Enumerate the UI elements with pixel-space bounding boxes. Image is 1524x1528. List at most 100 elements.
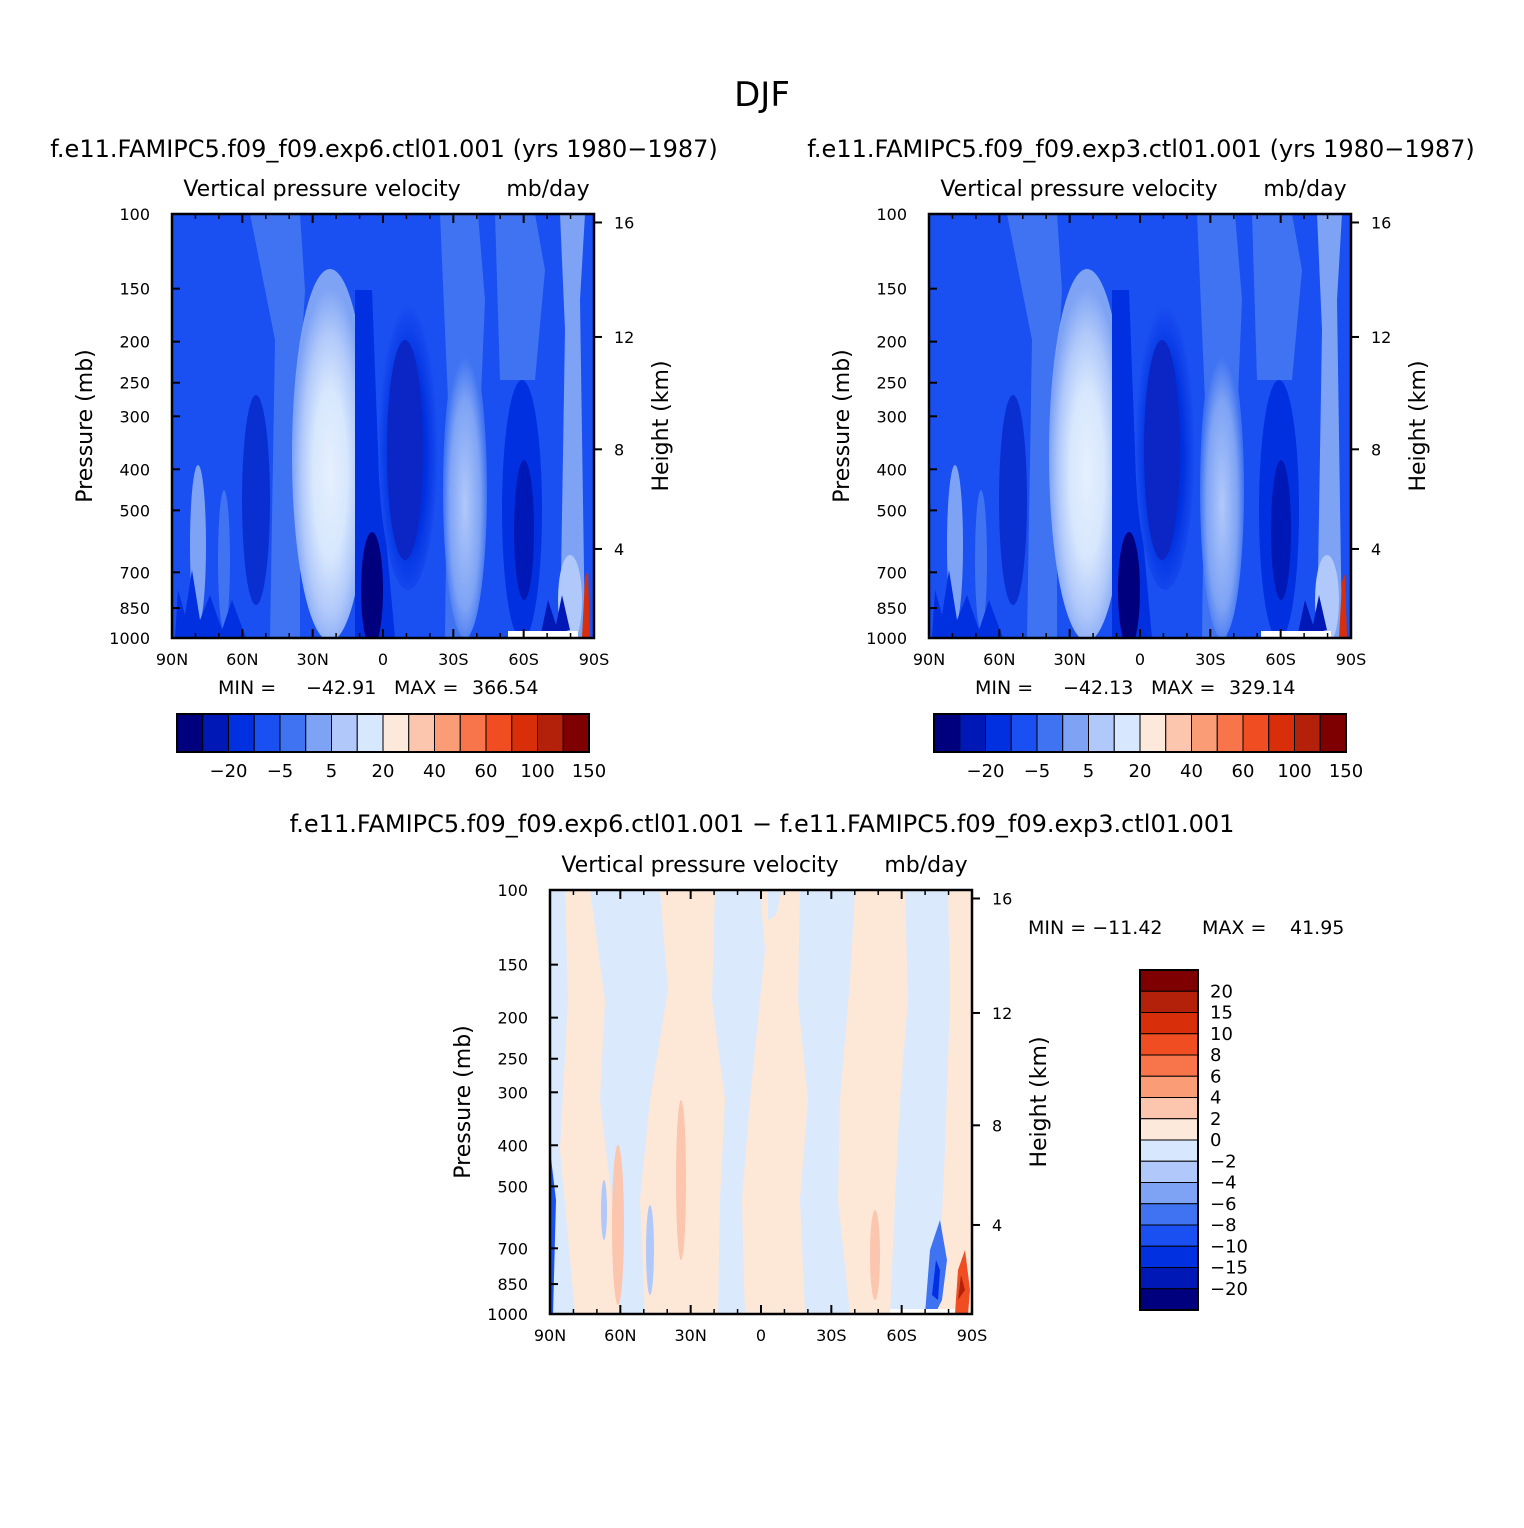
x-tick-label: 60S <box>508 650 539 669</box>
y-right-tick-label: 12 <box>992 1004 1012 1023</box>
field-neg-band-6 <box>890 890 950 1314</box>
stats-max-label: MAX = <box>1151 677 1215 699</box>
field-surface-noise-nh <box>175 570 246 638</box>
field-light-band-50s <box>495 214 545 380</box>
field-pos-streak-50s <box>870 1210 880 1300</box>
field-neg-band-3 <box>712 890 765 1314</box>
colorbar-label: 20 <box>1210 981 1233 1002</box>
stats-min-label: MIN = −11.42 <box>1028 917 1163 939</box>
colorbar-swatch <box>1268 713 1295 753</box>
y-tick-label: 300 <box>876 407 907 426</box>
field-deepest-column-eq <box>1118 532 1140 638</box>
field-surface-noise-nh <box>932 570 1003 638</box>
y-tick-label: 200 <box>876 333 907 352</box>
field-band-midblue-left <box>250 214 305 638</box>
colorbar-label: −10 <box>1210 1236 1248 1257</box>
x-tick-label: 60N <box>604 1326 636 1345</box>
stats-min-value: −42.13 <box>1063 677 1133 699</box>
field-dark-column-left <box>242 395 270 605</box>
colorbar-swatch <box>1191 713 1218 753</box>
y-tick-label: 400 <box>876 460 907 479</box>
colorbar-swatch <box>1139 1075 1199 1098</box>
colorbar-swatch <box>1010 713 1038 753</box>
panel-title: f.e11.FAMIPC5.f09_f09.exp6.ctl01.001 − f… <box>290 810 1235 838</box>
y-right-tick-label: 16 <box>992 889 1012 908</box>
y-right-tick-label: 8 <box>992 1116 1002 1135</box>
colorbar-swatch <box>1319 713 1347 753</box>
colorbar-swatch <box>1242 713 1270 753</box>
y-tick-label: 250 <box>497 1050 528 1069</box>
colorbar-label: −4 <box>1210 1173 1237 1194</box>
y-tick-label: 150 <box>497 956 528 975</box>
field-neg-band-1 <box>550 890 575 1314</box>
colorbar-label: −5 <box>267 761 294 782</box>
y-tick-label: 700 <box>497 1239 528 1258</box>
colorbar-label: 150 <box>572 761 606 782</box>
panel-title: f.e11.FAMIPC5.f09_f09.exp3.ctl01.001 (yr… <box>807 135 1475 163</box>
colorbar-swatch <box>1139 713 1167 753</box>
x-tick-label: 30S <box>816 1326 847 1345</box>
y-tick-label: 200 <box>119 333 150 352</box>
y-tick-label: 700 <box>876 563 907 582</box>
field-ice-mask <box>508 631 578 638</box>
x-tick-label: 30N <box>675 1326 707 1345</box>
colorbar-swatch <box>408 713 435 753</box>
field-light-ellipse-30n <box>1049 269 1125 638</box>
x-tick-label: 0 <box>756 1326 766 1345</box>
x-tick-label: 30N <box>297 650 329 669</box>
field-deepest-column-eq <box>361 532 383 638</box>
colorbar-label: 5 <box>1083 761 1094 782</box>
colorbar-swatch <box>434 713 461 753</box>
field-neg-streak-45n <box>646 1205 654 1295</box>
stats-min-value: −42.91 <box>306 677 376 699</box>
colorbar-label: −20 <box>1210 1279 1248 1300</box>
colorbar-swatch <box>1088 713 1115 753</box>
plot-area <box>172 214 594 638</box>
y-tick-label: 300 <box>119 407 150 426</box>
y-right-tick-label: 16 <box>1371 213 1391 232</box>
y-tick-label: 850 <box>119 599 150 618</box>
x-tick-label: 60S <box>886 1326 917 1345</box>
colorbar-label: 150 <box>1329 761 1363 782</box>
field-light-column-left2 <box>218 490 230 630</box>
stats-max-label: MAX = <box>394 677 458 699</box>
colorbar-swatch <box>562 713 590 753</box>
colorbar-swatch <box>1139 1160 1199 1183</box>
y-axis-label: Pressure (mb) <box>830 349 855 503</box>
x-tick-label: 90S <box>957 1326 988 1345</box>
colorbar-label: 10 <box>1210 1024 1233 1045</box>
colorbars: −20 −5 5 20 40 60 100 150 −20 −5 5 20 40 60 100 1502015… <box>176 713 1363 1311</box>
y-tick-label: 850 <box>497 1275 528 1294</box>
colorbar-label: 5 <box>326 761 337 782</box>
units: mb/day <box>884 853 967 878</box>
stats-max-label: MAX = <box>1202 917 1266 939</box>
colorbar-label: 40 <box>423 761 446 782</box>
x-tick-label: 60S <box>1265 650 1296 669</box>
units: mb/day <box>506 177 589 202</box>
colorbar-label: 60 <box>1232 761 1255 782</box>
colorbar-label: −8 <box>1210 1215 1237 1236</box>
field-pos-streak-60n <box>612 1145 624 1305</box>
colorbar-swatch <box>985 713 1012 753</box>
colorbar-label: 4 <box>1210 1088 1221 1109</box>
field-ice-mask <box>890 1309 955 1314</box>
x-tick-label: 0 <box>1135 650 1145 669</box>
y-axis-label-right: Height (km) <box>1406 360 1431 491</box>
variable-name: Vertical pressure velocity <box>561 853 838 878</box>
colorbar-swatch <box>1139 1245 1199 1268</box>
field-light-column-left2 <box>975 490 987 630</box>
colorbar-swatch <box>1139 990 1199 1013</box>
colorbar-swatch <box>382 713 410 753</box>
main-title: DJF <box>734 75 790 115</box>
panel-title: f.e11.FAMIPC5.f09_f09.exp6.ctl01.001 (yr… <box>50 135 718 163</box>
colorbar-swatch <box>279 713 307 753</box>
colorbar-label: 15 <box>1210 1003 1233 1024</box>
x-tick-label: 30S <box>1195 650 1226 669</box>
colorbar-label: −2 <box>1210 1151 1237 1172</box>
colorbar-swatch <box>1139 1203 1199 1226</box>
stats-min-label: MIN = <box>218 677 276 699</box>
y-right-tick-label: 8 <box>614 440 624 459</box>
field-ice-mask <box>1261 631 1331 638</box>
y-tick-label: 250 <box>876 374 907 393</box>
